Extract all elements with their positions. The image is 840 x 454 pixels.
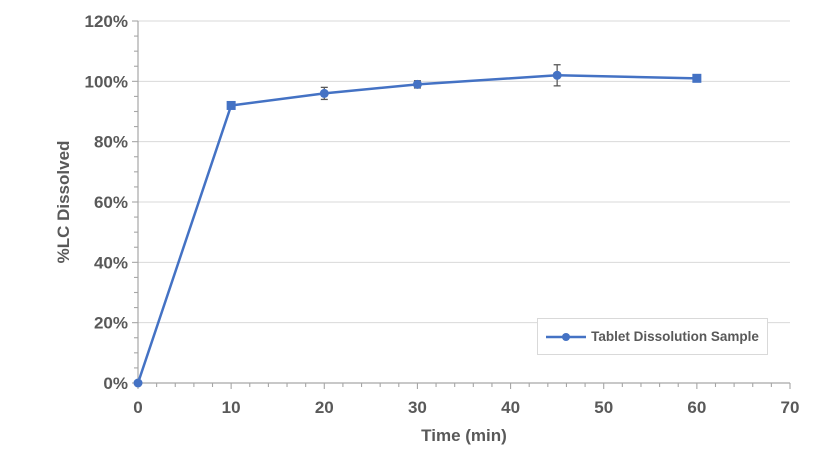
data-point-marker bbox=[133, 378, 143, 388]
x-tick-label: 50 bbox=[594, 398, 613, 417]
series-line bbox=[136, 74, 697, 384]
x-tick-label: 60 bbox=[687, 398, 706, 417]
y-tick-label: 120% bbox=[85, 12, 128, 31]
y-tick-label: 40% bbox=[94, 253, 128, 272]
x-tick-label: 10 bbox=[222, 398, 241, 417]
legend-line-marker-icon bbox=[546, 332, 587, 341]
legend-label: Tablet Dissolution Sample bbox=[591, 329, 759, 344]
data-point-marker bbox=[226, 100, 236, 110]
x-axis-title: Time (min) bbox=[421, 426, 507, 445]
x-tick-label: 0 bbox=[133, 398, 142, 417]
data-point-marker bbox=[319, 88, 329, 98]
y-tick-label: 100% bbox=[85, 72, 128, 91]
y-tick-label: 60% bbox=[94, 193, 128, 212]
legend: Tablet Dissolution Sample bbox=[537, 318, 768, 355]
data-point-marker bbox=[692, 73, 702, 83]
data-point-marker bbox=[552, 70, 562, 80]
y-tick-label: 0% bbox=[103, 374, 128, 393]
x-tick-label: 20 bbox=[315, 398, 334, 417]
x-tick-label: 40 bbox=[501, 398, 520, 417]
y-axis-title: %LC Dissolved bbox=[54, 140, 73, 264]
y-tick-label: 20% bbox=[94, 314, 128, 333]
data-point-marker bbox=[412, 79, 422, 89]
x-tick-label: 30 bbox=[408, 398, 427, 417]
y-tick-label: 80% bbox=[94, 133, 128, 152]
x-tick-label: 70 bbox=[781, 398, 800, 417]
